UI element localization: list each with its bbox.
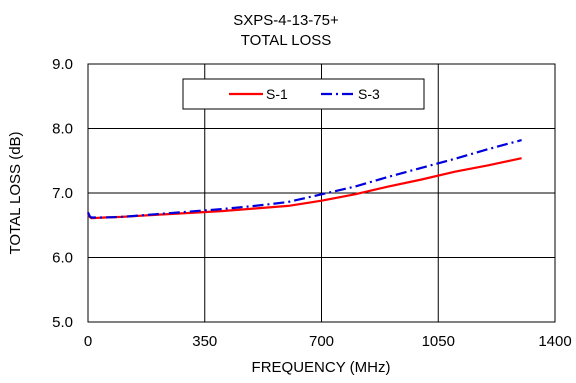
y-tick-label: 9.0 [52, 56, 73, 73]
y-tick-label: 8.0 [52, 121, 73, 138]
x-axis-label: FREQUENCY (MHz) [252, 359, 391, 376]
plot-frame [87, 63, 556, 323]
chart-title: SXPS-4-13-75+ [233, 12, 339, 29]
y-tick-label: 7.0 [52, 185, 73, 202]
chart-subtitle: TOTAL LOSS [241, 32, 332, 49]
legend-label-s3: S-3 [358, 86, 380, 102]
y-tick-label: 6.0 [52, 250, 73, 267]
series-lines [86, 139, 522, 220]
y-axis-label: TOTAL LOSS (dB) [7, 131, 24, 254]
x-tick-label: 1050 [422, 333, 455, 350]
y-tick-label: 5.0 [52, 314, 73, 331]
series-line-s-3 [86, 139, 522, 219]
x-tick-label: 0 [84, 333, 92, 350]
x-tick-labels: 0 350 700 1050 1400 [84, 333, 572, 350]
x-tick-label: 1400 [538, 333, 571, 350]
x-tick-label: 350 [192, 333, 217, 350]
legend-label-s1: S-1 [266, 86, 288, 102]
x-tick-label: 700 [309, 333, 334, 350]
legend-box [182, 78, 425, 110]
y-tick-labels: 5.0 6.0 7.0 8.0 9.0 [52, 56, 73, 331]
series-line-s-1 [87, 157, 522, 220]
legend: S-1 S-3 [182, 78, 425, 110]
